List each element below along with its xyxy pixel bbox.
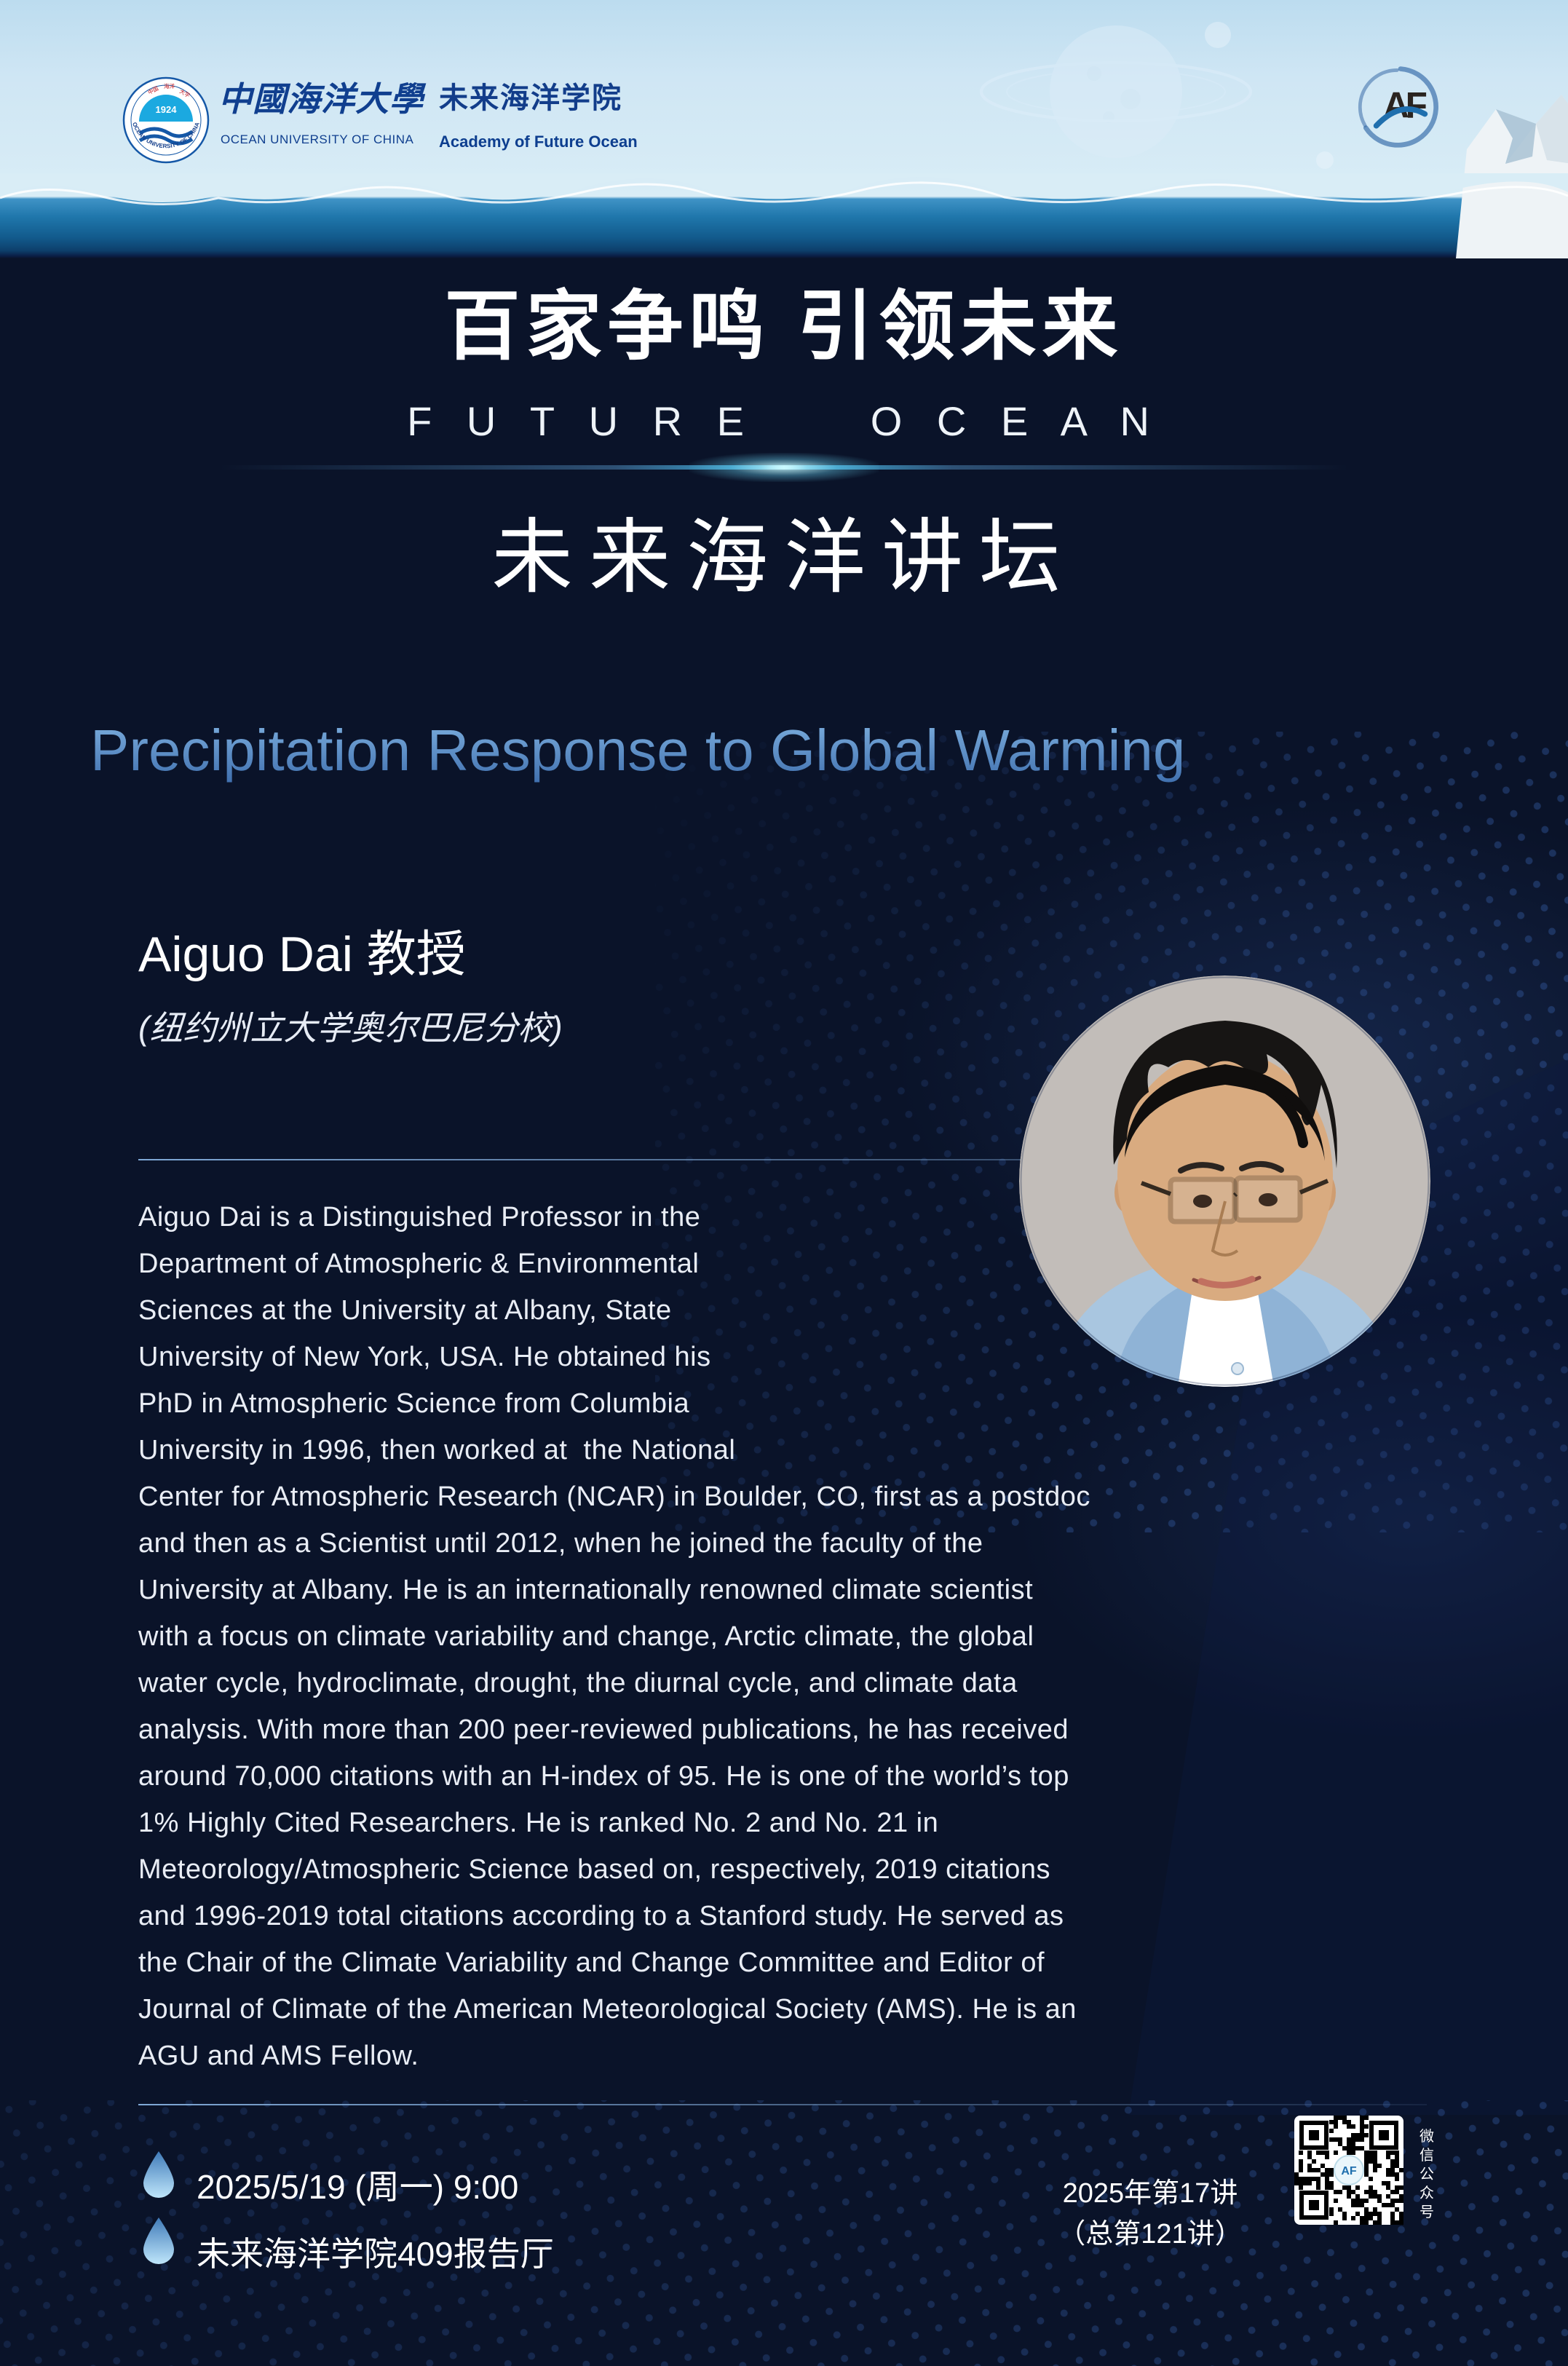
svg-text:海洋: 海洋: [164, 82, 175, 90]
svg-text:1924: 1924: [156, 104, 178, 115]
svg-text:AF: AF: [1341, 2165, 1357, 2177]
svg-text:F: F: [1406, 84, 1428, 125]
